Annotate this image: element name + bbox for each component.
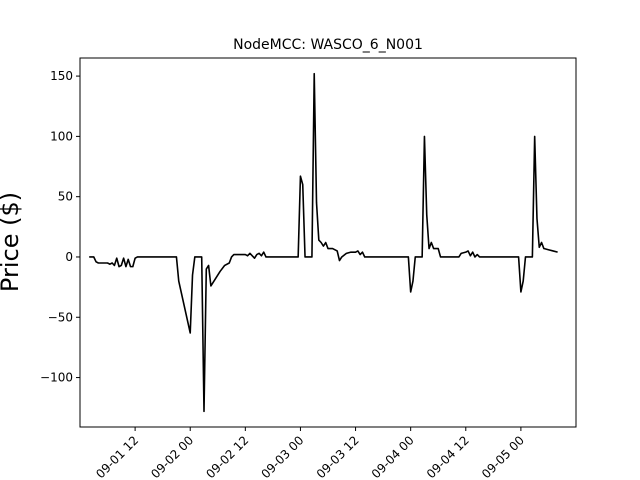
y-tick-label: 0 (65, 250, 73, 264)
y-tick-label: −100 (40, 371, 73, 385)
chart-title: NodeMCC: WASCO_6_N001 (233, 37, 423, 53)
y-tick-label: −50 (48, 310, 73, 324)
y-axis-ticks: 150 100 50 0 −50 −100 (40, 69, 80, 385)
price-series-line (89, 72, 558, 413)
y-axis-label: Price ($) (0, 192, 24, 292)
series-layer (89, 72, 558, 413)
y-tick-label: 150 (50, 69, 73, 83)
y-tick-label: 100 (50, 129, 73, 143)
plot-frame (79, 57, 577, 428)
y-tick-label: 50 (58, 190, 73, 204)
plot-area (80, 58, 576, 427)
